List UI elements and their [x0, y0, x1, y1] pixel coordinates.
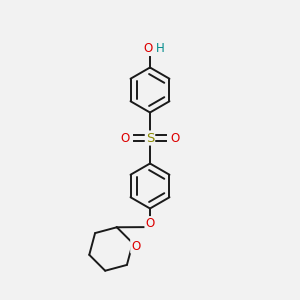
Text: O: O	[121, 131, 130, 145]
Text: O: O	[146, 217, 154, 230]
Text: H: H	[156, 42, 165, 55]
Text: O: O	[131, 240, 140, 253]
Text: O: O	[170, 131, 179, 145]
Text: S: S	[146, 131, 154, 145]
Text: O: O	[143, 42, 152, 55]
